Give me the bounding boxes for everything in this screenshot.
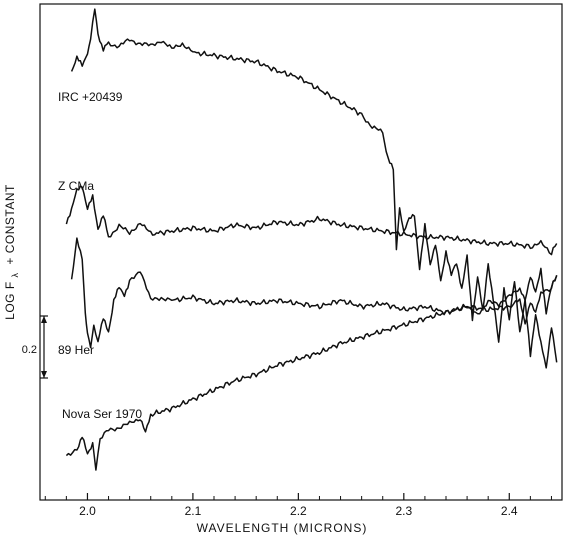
- plot-frame: [39, 3, 563, 501]
- x-tick-label: 2.3: [395, 504, 412, 518]
- series-label: Nova Ser 1970: [62, 407, 142, 421]
- x-axis-label: WAVELENGTH (MICRONS): [197, 521, 368, 535]
- scale-bar-arrow-up: [41, 316, 47, 323]
- y-axis-label-subscript: λ: [10, 272, 20, 277]
- series-label: Z CMa: [58, 179, 94, 193]
- series-label: 89 Her: [58, 343, 94, 357]
- x-tick-label: 2.2: [290, 504, 307, 518]
- series-labels: IRC +20439 Z CMa 89 Her Nova Ser 1970: [58, 90, 142, 421]
- x-tick-label: 2.4: [501, 504, 518, 518]
- y-axis-label-main: LOG F: [3, 281, 17, 320]
- scale-bar-arrow-down: [41, 371, 47, 378]
- y-axis-label-suffix: + CONSTANT: [3, 184, 17, 265]
- scale-bar-label: 0.2: [22, 344, 37, 356]
- svg-text:LOG F λ + CONSTANT: LOG F λ + CONSTANT: [3, 184, 21, 320]
- x-tick-label: 2.0: [79, 504, 96, 518]
- scale-bar: 0.2: [22, 315, 48, 379]
- series-line: [65, 267, 558, 471]
- x-axis: 2.0 2.1 2.2 2.3 2.4: [44, 493, 552, 518]
- series-line: [70, 8, 558, 369]
- x-tick-label: 2.1: [185, 504, 202, 518]
- y-axis-label: LOG F λ + CONSTANT: [3, 184, 21, 320]
- series-label: IRC +20439: [58, 90, 123, 104]
- series-layer: [65, 8, 558, 471]
- series-line: [65, 185, 558, 256]
- series-line: [70, 237, 558, 349]
